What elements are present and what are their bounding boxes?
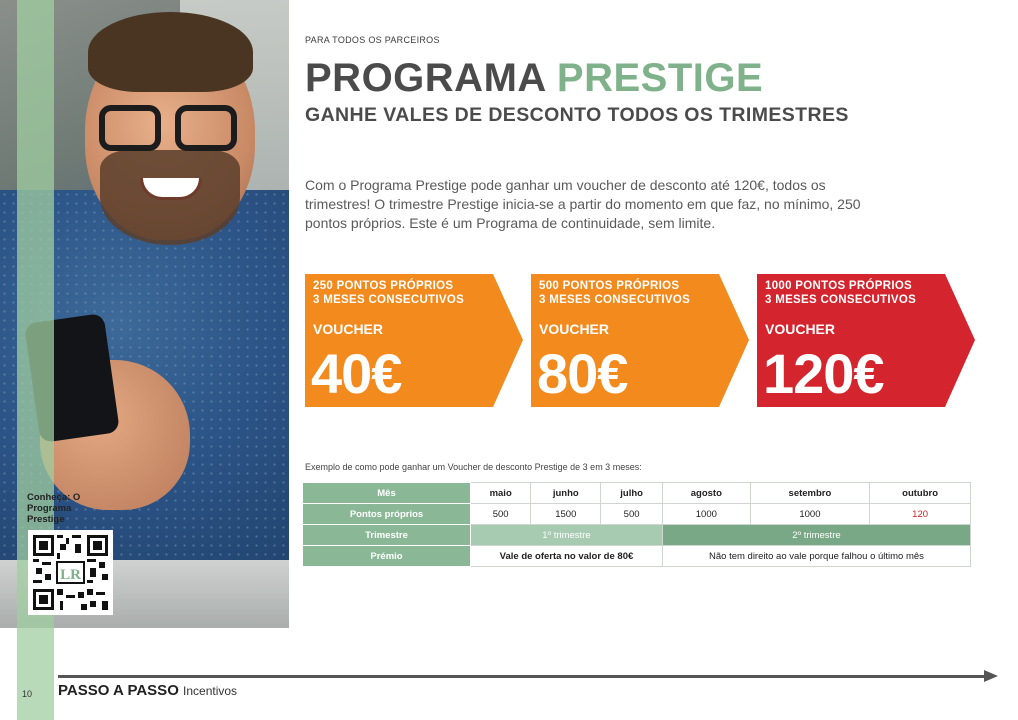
- voucher-label: VOUCHER: [765, 321, 836, 337]
- voucher-points: 1000 PONTOS PRÓPRIOS: [765, 280, 913, 292]
- month-cell: outubro: [869, 482, 971, 504]
- qr-code-icon: LR: [33, 535, 108, 610]
- svg-text:LR: LR: [60, 567, 81, 583]
- page-subtitle: GANHE VALES DE DESCONTO TODOS OS TRIMEST…: [305, 104, 849, 126]
- voucher-amount: 80€: [537, 342, 628, 405]
- points-cell: 1500: [530, 503, 602, 525]
- voucher-amount: 40€: [311, 342, 402, 405]
- footer-title-main: PASSO A PASSO: [58, 682, 179, 699]
- schedule-table: Mês maio junho julho agosto setembro out…: [302, 482, 972, 567]
- month-cell: setembro: [749, 482, 871, 504]
- voucher-amount: 120€: [763, 342, 885, 405]
- footer-arrow-icon: [984, 670, 998, 682]
- table-row-quarter: Trimestre 1º trimestre 2º trimestre: [302, 524, 972, 546]
- points-cell: 500: [469, 503, 532, 525]
- example-caption: Exemplo de como pode ganhar um Voucher d…: [305, 462, 642, 472]
- voucher-card-120: 1000 PONTOS PRÓPRIOS 3 MESES CONSECUTIVO…: [757, 274, 975, 407]
- row-label: Prémio: [302, 545, 471, 567]
- points-cell: 500: [600, 503, 663, 525]
- points-cell-failed: 120: [869, 503, 971, 525]
- table-row-prize: Prémio Vale de oferta no valor de 80€ Nã…: [302, 545, 972, 567]
- voucher-points: 500 PONTOS PRÓPRIOS: [539, 280, 680, 292]
- voucher-label: VOUCHER: [539, 321, 610, 337]
- page-title: PROGRAMA PRESTIGE: [305, 56, 763, 101]
- photo-glasses: [95, 105, 245, 155]
- row-label: Trimestre: [302, 524, 471, 546]
- voucher-points: 250 PONTOS PRÓPRIOS: [313, 280, 454, 292]
- voucher-card-40: 250 PONTOS PRÓPRIOS 3 MESES CONSECUTIVOS…: [305, 274, 523, 407]
- qr-code[interactable]: LR: [28, 530, 113, 615]
- quarter-cell-2: 2º trimestre: [661, 524, 972, 546]
- voucher-arrow-shape: [305, 274, 523, 407]
- footer-section-title: PASSO A PASSO Incentivos: [58, 682, 237, 699]
- row-label: Pontos próprios: [302, 503, 471, 525]
- table-row-points: Pontos próprios 500 1500 500 1000 1000 1…: [302, 503, 971, 525]
- page-kicker: PARA TODOS OS PARCEIROS: [305, 35, 440, 45]
- prize-cell-2: Não tem direito ao vale porque falhou o …: [661, 545, 972, 567]
- voucher-months: 3 MESES CONSECUTIVOS: [765, 294, 917, 306]
- points-cell: 1000: [661, 503, 751, 525]
- month-cell: agosto: [661, 482, 751, 504]
- page-number: 10: [22, 689, 33, 699]
- prize-cell-1: Vale de oferta no valor de 80€: [470, 545, 663, 567]
- month-cell: maio: [469, 482, 532, 504]
- title-main: PROGRAMA: [305, 56, 546, 100]
- photo-hair: [88, 12, 253, 92]
- month-cell: julho: [600, 482, 663, 504]
- points-cell: 1000: [749, 503, 871, 525]
- qr-caption: Conheça: O Programa Prestige: [27, 492, 81, 525]
- intro-paragraph: Com o Programa Prestige pode ganhar um v…: [305, 177, 861, 231]
- table-row-months: Mês maio junho julho agosto setembro out…: [302, 482, 971, 504]
- footer-title-sub: Incentivos: [183, 684, 238, 698]
- title-accent: PRESTIGE: [556, 56, 764, 100]
- voucher-months: 3 MESES CONSECUTIVOS: [539, 294, 691, 306]
- month-cell: junho: [530, 482, 602, 504]
- row-label: Mês: [302, 482, 471, 504]
- footer-rule: [58, 675, 988, 678]
- voucher-months: 3 MESES CONSECUTIVOS: [313, 294, 465, 306]
- voucher-arrow-shape: [531, 274, 749, 407]
- voucher-label: VOUCHER: [313, 321, 384, 337]
- voucher-card-80: 500 PONTOS PRÓPRIOS 3 MESES CONSECUTIVOS…: [531, 274, 749, 407]
- voucher-arrow-shape: [757, 274, 975, 407]
- quarter-cell-1: 1º trimestre: [470, 524, 663, 546]
